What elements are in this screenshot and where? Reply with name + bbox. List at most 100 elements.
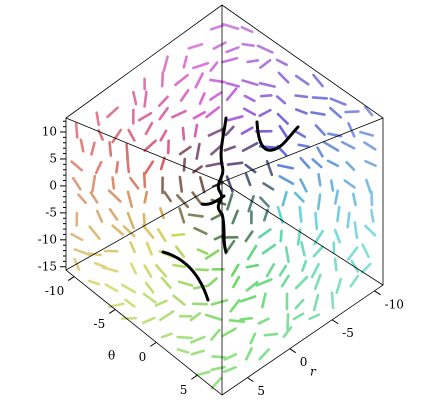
field-arrow [334,189,340,205]
field-arrow [316,193,322,211]
field-arrow [182,157,187,172]
field-arrow [221,327,237,338]
field-arrow [73,248,91,257]
field-arrow [297,143,310,149]
field-arrow [245,263,260,269]
y-tick [247,377,254,383]
z-tick-label: 10 [42,125,57,139]
field-arrow [293,129,307,139]
field-arrow [90,141,96,156]
field-arrow [205,161,224,168]
field-arrow [192,284,209,290]
field-arrow [351,192,357,207]
field-arrow [258,81,276,88]
field-arrow [279,229,283,243]
field-arrow [71,176,82,191]
field-arrow [226,161,244,166]
field-arrow [104,283,119,293]
y-tick-label: 5 [257,384,265,398]
field-arrow [299,178,308,193]
field-arrow [191,191,202,204]
field-arrow [314,273,322,291]
field-arrow [79,138,85,153]
field-arrow [300,240,306,257]
field-arrow [210,143,224,156]
field-arrow [77,193,87,205]
field-arrow [261,243,277,255]
field-arrow [158,106,169,121]
field-arrow [335,277,343,295]
box-edge [65,181,223,271]
field-arrow [193,123,199,138]
x-tick [108,309,116,314]
box-edge [65,117,223,183]
field-arrow [129,241,136,254]
field-arrow [346,211,351,229]
x-tick-label: 0 [139,350,147,364]
field-arrow [210,213,223,221]
field-arrow [107,189,122,203]
x-tick-label: -10 [45,284,64,298]
field-arrow [132,90,138,106]
field-arrow [209,328,221,341]
field-arrow [141,224,155,239]
box-edge [221,181,384,286]
field-arrow [239,295,257,303]
field-arrow [365,178,372,194]
box-edge [221,117,384,183]
field-arrow [363,105,374,117]
y-tick-label: -10 [385,297,404,311]
field-arrow [241,141,259,152]
x-tick-label: 5 [180,383,188,397]
field-arrow [120,283,137,294]
field-arrow [263,332,279,337]
field-arrow [256,44,274,54]
field-arrow [329,106,343,119]
field-arrow [282,326,293,339]
field-arrow [141,316,156,324]
field-arrow [317,173,322,187]
field-arrow [187,42,204,50]
field-arrow [190,349,206,356]
z-tick-label: -15 [38,259,57,273]
field-arrow [205,106,221,119]
field-arrow [312,293,320,312]
bounding-box [65,4,384,396]
field-arrow [364,159,377,167]
field-arrow [111,224,125,236]
field-arrow [311,96,329,100]
field-arrow [225,46,240,54]
field-arrow [224,125,235,137]
field-arrow [345,160,356,171]
field-arrow [229,299,241,313]
field-arrow [74,122,79,139]
field-arrow [172,294,186,306]
field-arrow [129,176,140,190]
field-arrow [244,172,252,187]
field-arrow [361,243,370,259]
x-tick [191,374,198,380]
field-arrow [278,175,295,186]
field-arrow [225,87,238,102]
field-arrow [276,163,294,170]
field-arrow [262,208,269,222]
field-arrow [293,191,305,203]
field-arrow [333,257,338,272]
field-arrow [195,370,211,377]
x-tick-label: -5 [94,317,106,331]
field-arrow [174,73,189,87]
field-arrow [278,264,288,277]
field-arrow [163,190,172,203]
field-arrow [244,347,253,361]
y-tick [374,290,381,296]
field-arrow [160,276,172,289]
field-arrow [176,348,190,354]
field-arrow [259,58,272,69]
y-axis-label: r [310,365,317,379]
field-arrow [95,111,100,126]
field-arrow [286,313,290,331]
field-arrow [360,262,372,274]
field-arrow [195,268,210,272]
field-arrow [159,156,166,171]
